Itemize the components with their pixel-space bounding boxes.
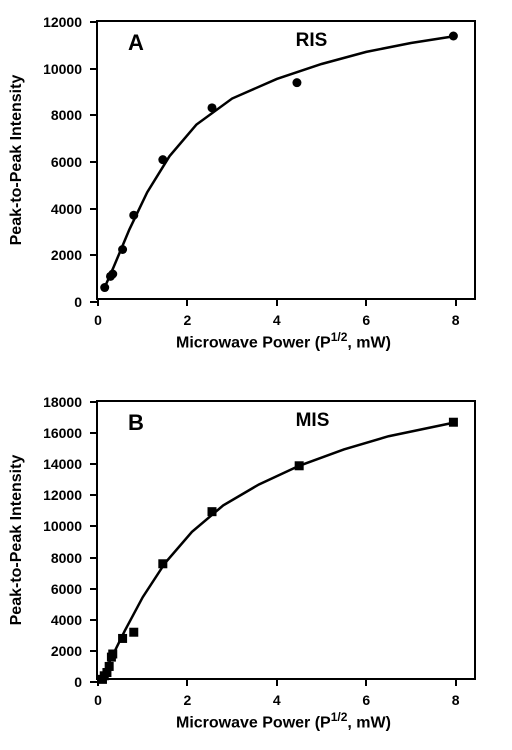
y-tick bbox=[90, 463, 98, 465]
y-tick bbox=[90, 557, 98, 559]
x-tick-label: 0 bbox=[94, 692, 102, 708]
data-point bbox=[129, 211, 138, 220]
y-tick bbox=[90, 525, 98, 527]
x-tick bbox=[455, 678, 457, 686]
x-tick bbox=[365, 678, 367, 686]
y-tick bbox=[90, 208, 98, 210]
panel-b-ylabel: Peak-to-Peak Intensity bbox=[8, 455, 26, 626]
panel-a-xlabel: Microwave Power (P1/2, mW) bbox=[176, 330, 391, 352]
data-point bbox=[118, 245, 127, 254]
y-tick-label: 8000 bbox=[51, 550, 82, 566]
y-tick bbox=[90, 114, 98, 116]
y-tick bbox=[90, 681, 98, 683]
y-tick-label: 4000 bbox=[51, 201, 82, 217]
data-point bbox=[118, 634, 127, 643]
x-tick-label: 2 bbox=[184, 692, 192, 708]
y-tick bbox=[90, 68, 98, 70]
y-tick bbox=[90, 301, 98, 303]
y-tick bbox=[90, 401, 98, 403]
x-tick-label: 6 bbox=[362, 692, 370, 708]
y-tick bbox=[90, 494, 98, 496]
data-point bbox=[108, 650, 117, 659]
y-tick-label: 0 bbox=[74, 674, 82, 690]
panel-b-svg bbox=[98, 402, 478, 682]
x-tick bbox=[186, 678, 188, 686]
panel-b-letter: B bbox=[128, 410, 144, 436]
x-tick-label: 8 bbox=[452, 312, 460, 328]
y-tick bbox=[90, 432, 98, 434]
y-tick bbox=[90, 161, 98, 163]
y-tick-label: 8000 bbox=[51, 107, 82, 123]
data-point bbox=[208, 507, 217, 516]
figure-container: A RIS 02468020004000600080001000012000 P… bbox=[0, 0, 512, 750]
y-tick bbox=[90, 21, 98, 23]
panel-a-title: RIS bbox=[296, 30, 328, 52]
y-tick-label: 14000 bbox=[43, 456, 82, 472]
data-point bbox=[129, 628, 138, 637]
panel-b-plot-frame: B MIS 0246802000400060008000100001200014… bbox=[96, 400, 476, 680]
panel-a-ylabel: Peak-to-Peak Intensity bbox=[8, 75, 26, 246]
data-point bbox=[208, 103, 217, 112]
x-tick-label: 2 bbox=[184, 312, 192, 328]
x-tick bbox=[276, 678, 278, 686]
fit-curve bbox=[102, 422, 456, 679]
y-tick bbox=[90, 619, 98, 621]
x-tick bbox=[276, 298, 278, 306]
data-point bbox=[158, 559, 167, 568]
y-tick-label: 6000 bbox=[51, 581, 82, 597]
panel-a-plot-frame: A RIS 02468020004000600080001000012000 bbox=[96, 20, 476, 300]
fit-curve bbox=[103, 36, 455, 290]
data-point bbox=[108, 270, 117, 279]
x-tick bbox=[186, 298, 188, 306]
panel-a-letter: A bbox=[128, 30, 144, 56]
y-tick bbox=[90, 650, 98, 652]
data-point bbox=[100, 283, 109, 292]
x-tick-label: 4 bbox=[273, 312, 281, 328]
y-tick-label: 12000 bbox=[43, 487, 82, 503]
y-tick-label: 4000 bbox=[51, 612, 82, 628]
x-tick bbox=[455, 298, 457, 306]
x-tick bbox=[365, 298, 367, 306]
panel-b-title: MIS bbox=[296, 410, 330, 432]
y-tick-label: 6000 bbox=[51, 154, 82, 170]
y-tick bbox=[90, 254, 98, 256]
data-point bbox=[158, 155, 167, 164]
panel-b-xlabel: Microwave Power (P1/2, mW) bbox=[176, 710, 391, 732]
panel-a-svg bbox=[98, 22, 478, 302]
data-point bbox=[105, 662, 114, 671]
data-point bbox=[292, 78, 301, 87]
y-tick-label: 16000 bbox=[43, 425, 82, 441]
y-tick-label: 12000 bbox=[43, 14, 82, 30]
y-tick-label: 10000 bbox=[43, 61, 82, 77]
data-point bbox=[449, 418, 458, 427]
x-tick-label: 8 bbox=[452, 692, 460, 708]
y-tick bbox=[90, 588, 98, 590]
y-tick-label: 18000 bbox=[43, 394, 82, 410]
y-tick-label: 0 bbox=[74, 294, 82, 310]
x-tick-label: 6 bbox=[362, 312, 370, 328]
y-tick-label: 2000 bbox=[51, 643, 82, 659]
data-point bbox=[449, 32, 458, 41]
data-point bbox=[295, 461, 304, 470]
y-tick-label: 2000 bbox=[51, 247, 82, 263]
y-tick-label: 10000 bbox=[43, 518, 82, 534]
x-tick-label: 4 bbox=[273, 692, 281, 708]
x-tick-label: 0 bbox=[94, 312, 102, 328]
